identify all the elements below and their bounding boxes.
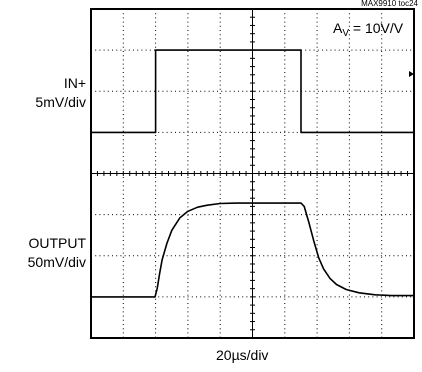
trace1-label: IN+ [63, 75, 86, 91]
gain-annotation: AV = 10V/V [333, 21, 403, 39]
scope-traces [91, 49, 414, 298]
trace-2-line [91, 202, 414, 298]
trace2-label: OUTPUT [28, 235, 86, 251]
gain-subscript: V [342, 28, 350, 39]
gain-symbol: A [333, 20, 343, 36]
trigger-marker [409, 71, 414, 77]
trace1-scale: 5mV/div [35, 94, 86, 110]
scope-grid [90, 8, 415, 339]
figure-id: MAX9910 toc24 [361, 0, 418, 8]
gain-value: = 10V/V [349, 20, 404, 36]
trace-1-line [91, 49, 414, 134]
trace2-scale: 50mV/div [27, 254, 86, 270]
time-scale-label: 20µs/div [216, 347, 269, 363]
